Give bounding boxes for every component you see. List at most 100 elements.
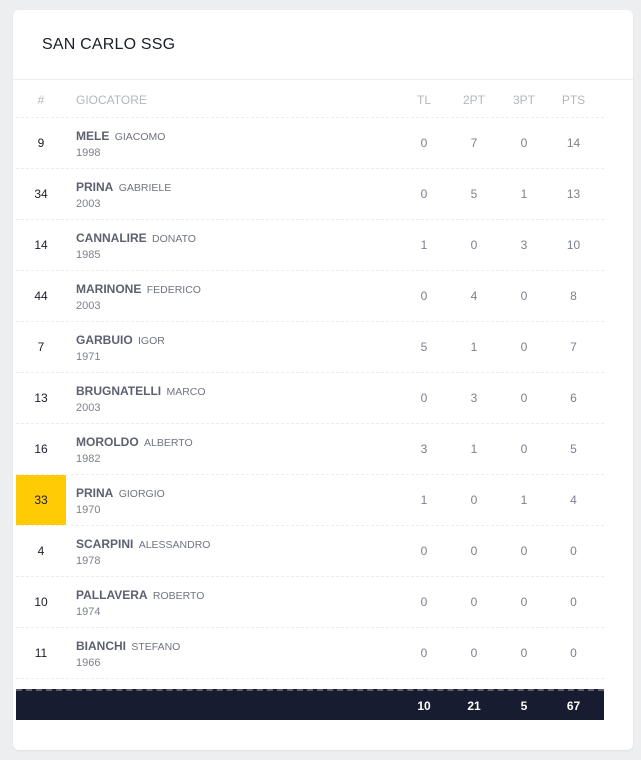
player-cell: PRINA GIORGIO 1970 (66, 485, 399, 516)
player-number: 13 (34, 391, 48, 405)
stat-3pt: 1 (520, 187, 528, 201)
stat-tl: 0 (420, 646, 428, 660)
stat-tl: 1 (420, 238, 428, 252)
total-3pt: 5 (520, 698, 528, 713)
stat-pts: 0 (570, 646, 577, 660)
player-cell: MARINONE FEDERICO 2003 (66, 281, 399, 312)
player-first-name: MARCO (166, 385, 206, 398)
stat-3pt: 0 (520, 391, 528, 405)
stat-3pt: 0 (520, 595, 528, 609)
stat-3pt: 0 (520, 136, 528, 150)
player-last-name: PRINA (76, 179, 114, 194)
player-first-name: IGOR (138, 334, 165, 347)
stat-pts: 6 (570, 391, 577, 405)
table-row: 34 PRINA GABRIELE 2003 0 5 1 13 (16, 169, 604, 220)
player-first-name: GIORGIO (118, 487, 165, 500)
player-number: 14 (34, 238, 48, 252)
table-row: 7 GARBUIO IGOR 1971 5 1 0 7 (16, 322, 604, 373)
stat-2pt: 1 (470, 442, 478, 456)
stat-3pt: 0 (520, 544, 528, 558)
player-cell: CANNALIRE DONATO 1985 (66, 230, 399, 261)
player-cell: GARBUIO IGOR 1971 (66, 332, 399, 363)
player-number: 10 (34, 595, 48, 609)
stat-2pt: 0 (470, 238, 478, 252)
player-birth-year: 1978 (76, 554, 101, 567)
stat-3pt: 0 (520, 646, 528, 660)
player-cell: MOROLDO ALBERTO 1982 (66, 434, 399, 465)
table-row: 44 MARINONE FEDERICO 2003 0 4 0 8 (16, 271, 604, 322)
table-row: 10 PALLAVERA ROBERTO 1974 0 0 0 0 (16, 577, 604, 628)
player-cell: BIANCHI STEFANO 1966 (66, 638, 399, 669)
stat-pts: 13 (566, 187, 581, 201)
stat-2pt: 0 (470, 493, 478, 507)
stat-2pt: 1 (470, 340, 478, 354)
stat-tl: 5 (420, 340, 428, 354)
player-cell: PRINA GABRIELE 2003 (66, 179, 399, 210)
stat-pts: 4 (570, 493, 577, 507)
player-birth-year: 1998 (76, 146, 101, 159)
player-cell: PALLAVERA ROBERTO 1974 (66, 587, 399, 618)
stat-pts: 5 (570, 442, 577, 456)
totals-row: 10 21 5 67 (16, 689, 604, 720)
stat-tl: 0 (420, 289, 428, 303)
table-row: 13 BRUGNATELLI MARCO 2003 0 3 0 6 (16, 373, 604, 424)
stat-pts: 7 (570, 340, 577, 354)
total-tl: 10 (417, 698, 431, 713)
roster-card: SAN CARLO SSG (13, 10, 633, 750)
stat-pts: 8 (570, 289, 577, 303)
player-birth-year: 1974 (76, 605, 101, 618)
stat-tl: 0 (420, 136, 428, 150)
table-row: 16 MOROLDO ALBERTO 1982 3 1 0 5 (16, 424, 604, 475)
player-number: 4 (37, 544, 45, 558)
player-number: 16 (34, 442, 48, 456)
player-first-name: STEFANO (131, 640, 181, 653)
player-number: 44 (34, 289, 48, 303)
player-cell: SCARPINI ALESSANDRO 1978 (66, 536, 399, 567)
player-birth-year: 2003 (76, 197, 101, 210)
table-row: 9 MELE GIACOMO 1998 0 7 0 14 (16, 118, 604, 169)
player-birth-year: 2003 (76, 401, 101, 414)
stat-2pt: 5 (470, 187, 478, 201)
stat-pts: 14 (566, 136, 581, 150)
table-row: 11 BIANCHI STEFANO 1966 0 0 0 0 (16, 628, 604, 679)
player-birth-year: 1982 (76, 452, 101, 465)
stat-2pt: 7 (470, 136, 478, 150)
player-last-name: CANNALIRE (76, 230, 147, 245)
player-first-name: ALESSANDRO (138, 538, 211, 551)
header-player: GIOCATORE (76, 92, 147, 107)
stat-tl: 0 (420, 187, 428, 201)
stat-3pt: 0 (520, 340, 528, 354)
stat-3pt: 1 (520, 493, 528, 507)
stat-tl: 1 (420, 493, 428, 507)
player-first-name: FEDERICO (146, 283, 201, 296)
player-last-name: SCARPINI (76, 536, 134, 551)
player-cell: MELE GIACOMO 1998 (66, 128, 399, 159)
player-first-name: ALBERTO (144, 436, 193, 449)
stats-table: # GIOCATORE TL 2PT 3PT PTS 9 MELE GIACOM… (16, 82, 604, 679)
player-last-name: MELE (76, 128, 110, 143)
stat-2pt: 0 (470, 595, 478, 609)
table-row: 33 PRINA GIORGIO 1970 1 0 1 4 (16, 475, 604, 526)
table-row: 14 CANNALIRE DONATO 1985 1 0 3 10 (16, 220, 604, 271)
stat-tl: 0 (420, 544, 428, 558)
stat-pts: 0 (570, 544, 577, 558)
player-number-highlighted: 33 (16, 475, 66, 525)
player-birth-year: 1966 (76, 656, 101, 669)
total-pts: 67 (566, 698, 581, 713)
stat-2pt: 0 (470, 544, 478, 558)
player-birth-year: 1971 (76, 350, 101, 363)
stat-3pt: 0 (520, 442, 528, 456)
stat-2pt: 3 (470, 391, 478, 405)
player-first-name: GIACOMO (114, 130, 166, 143)
player-number: 7 (37, 340, 45, 354)
stat-3pt: 0 (520, 289, 528, 303)
player-first-name: GABRIELE (118, 181, 172, 194)
player-number: 11 (34, 646, 48, 660)
stat-pts: 0 (570, 595, 577, 609)
player-last-name: MOROLDO (76, 434, 139, 449)
header-3pt: 3PT (512, 92, 535, 107)
table-header: # GIOCATORE TL 2PT 3PT PTS (16, 82, 604, 118)
card-header: SAN CARLO SSG (13, 10, 633, 80)
table-row: 4 SCARPINI ALESSANDRO 1978 0 0 0 0 (16, 526, 604, 577)
header-number: # (37, 92, 45, 107)
